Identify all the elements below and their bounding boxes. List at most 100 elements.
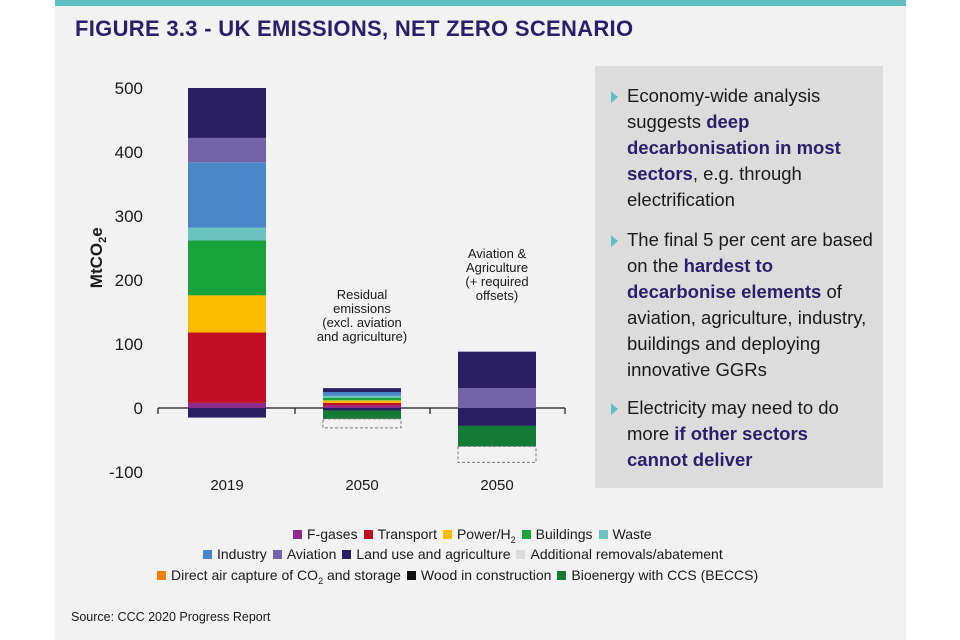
legend-item: Bioenergy with CCS (BECCS) [557, 567, 758, 583]
bar-segment [188, 240, 266, 296]
key-point-bullet: The final 5 per cent are based on the ha… [611, 227, 873, 383]
bullet-emphasis: if other sectors cannot deliver [627, 423, 808, 470]
bar-segment [458, 351, 536, 389]
legend-label: Buildings [535, 526, 593, 542]
bar-segment [188, 137, 266, 163]
bullet-segment: Electricity may need to do more [627, 397, 839, 444]
bar-segment [188, 227, 266, 241]
annotation-text: (excl. aviation [322, 315, 401, 330]
legend-swatch [293, 530, 302, 539]
annotation-text: Agriculture [466, 260, 528, 275]
bar-segment [188, 408, 266, 418]
legend-item: Additional removals/abatement [516, 546, 723, 562]
accent-bar [55, 0, 906, 6]
legend-swatch [521, 530, 531, 539]
y-tick-label: 200 [115, 271, 143, 290]
bar-segment [323, 410, 401, 419]
bar-segment [323, 400, 401, 403]
key-point-bullet: Economy-wide analysis suggests deep deca… [611, 83, 873, 213]
bullet-segment: of aviation, agriculture, industry, buil… [627, 281, 867, 380]
x-tick-label: 2050 [480, 477, 513, 494]
annotation-text: Aviation & [468, 246, 527, 261]
bar-segment [323, 402, 401, 406]
key-points-box: Economy-wide analysis suggests deep deca… [595, 66, 883, 488]
legend-item: Direct air capture of CO2 and storage [157, 567, 401, 586]
bar-segment [188, 162, 266, 228]
bullet-triangle-icon [611, 403, 618, 415]
legend-row: Direct air capture of CO2 and storage Woo… [157, 567, 764, 586]
bar-segment [458, 388, 536, 408]
source-note: Source: CCC 2020 Progress Report [71, 610, 271, 624]
slide: FIGURE 3.3 - UK EMISSIONS, NET ZERO SCEN… [55, 0, 906, 640]
y-tick-label: 100 [115, 335, 143, 354]
bullet-segment: Economy-wide analysis suggests [627, 85, 821, 132]
legend-swatch [516, 550, 526, 559]
legend-swatch [442, 530, 452, 539]
bar-segment [458, 425, 536, 447]
legend-item: Industry [203, 546, 267, 562]
annotation-text: emissions [333, 301, 391, 316]
legend-label: Land use and agriculture [356, 546, 511, 562]
bar-segment [188, 332, 266, 403]
bullet-triangle-icon [611, 235, 618, 247]
legend-item: Land use and agriculture [342, 546, 510, 562]
legend-swatch [203, 550, 212, 559]
y-tick-label: 0 [134, 399, 143, 418]
y-tick-label: 300 [115, 207, 143, 226]
legend-swatch [557, 571, 567, 580]
legend-swatch [406, 571, 416, 580]
annotation-text: (+ required [465, 274, 528, 289]
y-tick-label: 400 [115, 143, 143, 162]
legend-item: Transport [363, 526, 437, 542]
bar-segment [188, 402, 266, 408]
legend-label: Industry [217, 546, 267, 562]
legend-label: Transport [377, 526, 437, 542]
bar-segment [323, 397, 401, 401]
legend-label: Power/H2 [456, 526, 516, 545]
bullet-triangle-icon [611, 91, 618, 103]
bar-segment [323, 392, 401, 396]
legend-row: F-gases Transport Power/H2 Buildings Waste [293, 526, 658, 545]
annotation-text: offsets) [476, 288, 518, 303]
legend-label: Direct air capture of CO2 and storage [171, 567, 401, 586]
bullet-text: Economy-wide analysis suggests deep deca… [611, 83, 873, 213]
y-tick-label: 500 [115, 79, 143, 98]
y-tick-label: -100 [109, 463, 143, 482]
legend-item: Waste [598, 526, 652, 542]
figure-title: FIGURE 3.3 - UK EMISSIONS, NET ZERO SCEN… [75, 16, 634, 41]
key-point-bullet: Electricity may need to do more if other… [611, 395, 873, 473]
legend-item: Aviation [272, 546, 337, 562]
bullet-text: The final 5 per cent are based on the ha… [611, 227, 873, 383]
bullet-segment: The final 5 per cent are based on the [627, 229, 873, 276]
legend-item: Buildings [521, 526, 593, 542]
x-tick-label: 2019 [210, 477, 243, 494]
bullet-text: Electricity may need to do more if other… [611, 395, 873, 473]
bullet-emphasis: deep decarbonisation in most sectors [627, 111, 841, 184]
bullet-segment: , e.g. through electrification [627, 163, 802, 210]
bullet-emphasis: hardest to decarbonise elements [627, 255, 822, 302]
legend-swatch [342, 550, 352, 559]
stacked-bar-chart: -100 0 100 200 300 400 500 2019 2050 2050 Residual… [109, 79, 566, 494]
bar-segment [323, 408, 401, 411]
bar-segment [322, 418, 402, 429]
legend-swatch [598, 530, 608, 539]
annotation-text: and agriculture) [317, 329, 407, 344]
annotation-text: Residual [337, 287, 388, 302]
legend-swatch [272, 550, 282, 559]
legend-label: F-gases [307, 526, 358, 542]
legend-label: Bioenergy with CCS (BECCS) [571, 567, 759, 583]
bar-segment [188, 88, 266, 138]
x-tick-label: 2050 [345, 477, 378, 494]
legend-row: Industry Aviation Land use and agriculture… [203, 546, 729, 562]
bar-segment [188, 295, 266, 333]
legend-label: Waste [612, 526, 652, 542]
legend-swatch [363, 530, 373, 539]
legend-label: Additional removals/abatement [530, 546, 723, 562]
legend-label: Wood in construction [420, 567, 552, 583]
y-axis-label: MtCO2e [86, 227, 110, 289]
bar-segment [323, 388, 401, 392]
legend-item: Power/H2 [442, 526, 516, 545]
legend-item: F-gases [293, 526, 358, 542]
bar-segment [458, 408, 536, 426]
legend-label: Aviation [286, 546, 337, 562]
